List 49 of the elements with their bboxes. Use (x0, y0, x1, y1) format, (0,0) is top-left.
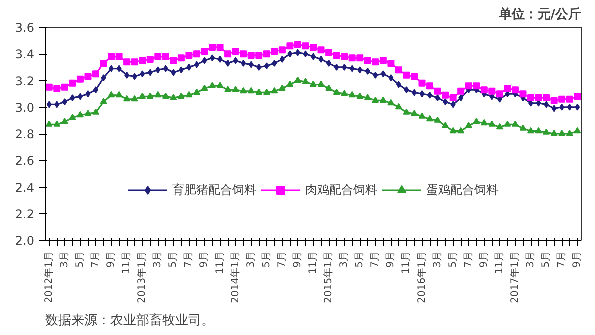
y-tick-label: 3.6 (15, 21, 35, 35)
x-tick-label: 9月 (386, 251, 397, 268)
x-tick-label: 11月 (308, 251, 319, 274)
x-tick-label: 7月 (463, 251, 474, 268)
x-tick-label: 9月 (292, 251, 304, 268)
x-tick-label: 5月 (261, 251, 272, 268)
x-tick-label: 7月 (184, 251, 195, 268)
legend-label: 育肥猪配合饲料 (172, 182, 256, 198)
x-tick-label: 2014年1月 (229, 252, 242, 304)
text: 单位：元/公斤 (498, 6, 582, 22)
x-tick-label: 2012年1月 (42, 252, 55, 304)
x-tick-label: 3月 (526, 251, 537, 268)
x-tick-label: 9月 (106, 251, 118, 268)
x-tick-label: 11月 (401, 251, 412, 274)
y-tick-label: 3.2 (15, 74, 35, 88)
x-tick-label: 5月 (168, 251, 180, 268)
x-tick-label: 9月 (199, 251, 210, 268)
y-tick-label: 2.0 (15, 234, 35, 248)
x-tick-label: 3月 (339, 251, 350, 268)
y-tick-label: 2.4 (15, 180, 35, 195)
x-tick-label: 3月 (152, 251, 164, 268)
x-tick-label: 3月 (246, 251, 257, 268)
x-tick-label: 9月 (478, 251, 490, 268)
source-note: 数据来源：农业部畜牧业司。 (46, 312, 214, 328)
x-tick-label: 5月 (74, 251, 86, 268)
x-tick-label: 2013年1月 (136, 252, 148, 304)
x-tick-label: 2015年1月 (322, 252, 335, 304)
y-tick-label: 2.6 (15, 154, 35, 168)
y-tick-label: 3.0 (15, 100, 35, 115)
y-tick-label: 2.2 (15, 207, 35, 222)
y-tick-label: 3.4 (15, 48, 35, 62)
x-tick-label: 3月 (59, 251, 70, 268)
x-tick-label: 7月 (276, 251, 288, 268)
x-tick-label: 11月 (122, 251, 133, 274)
legend-label: 蛋鸡配合饲料 (426, 182, 498, 198)
x-tick-label: 11月 (214, 251, 226, 274)
x-tick-label: 7月 (556, 251, 568, 268)
x-tick-label: 9月 (572, 251, 584, 268)
x-tick-label: 2017年1月 (508, 252, 521, 304)
x-tick-label: 2016年1月 (416, 252, 428, 304)
x-tick-label: 3月 (432, 251, 444, 268)
x-tick-label: 11月 (494, 251, 506, 274)
x-tick-label: 5月 (448, 251, 459, 268)
y-tick-label: 2.8 (15, 128, 35, 142)
x-tick-label: 5月 (354, 251, 366, 268)
x-tick-label: 7月 (90, 251, 102, 268)
x-tick-label: 5月 (541, 251, 552, 268)
x-tick-label: 7月 (370, 251, 382, 268)
legend-label: 肉鸡配合饲料 (306, 182, 378, 198)
